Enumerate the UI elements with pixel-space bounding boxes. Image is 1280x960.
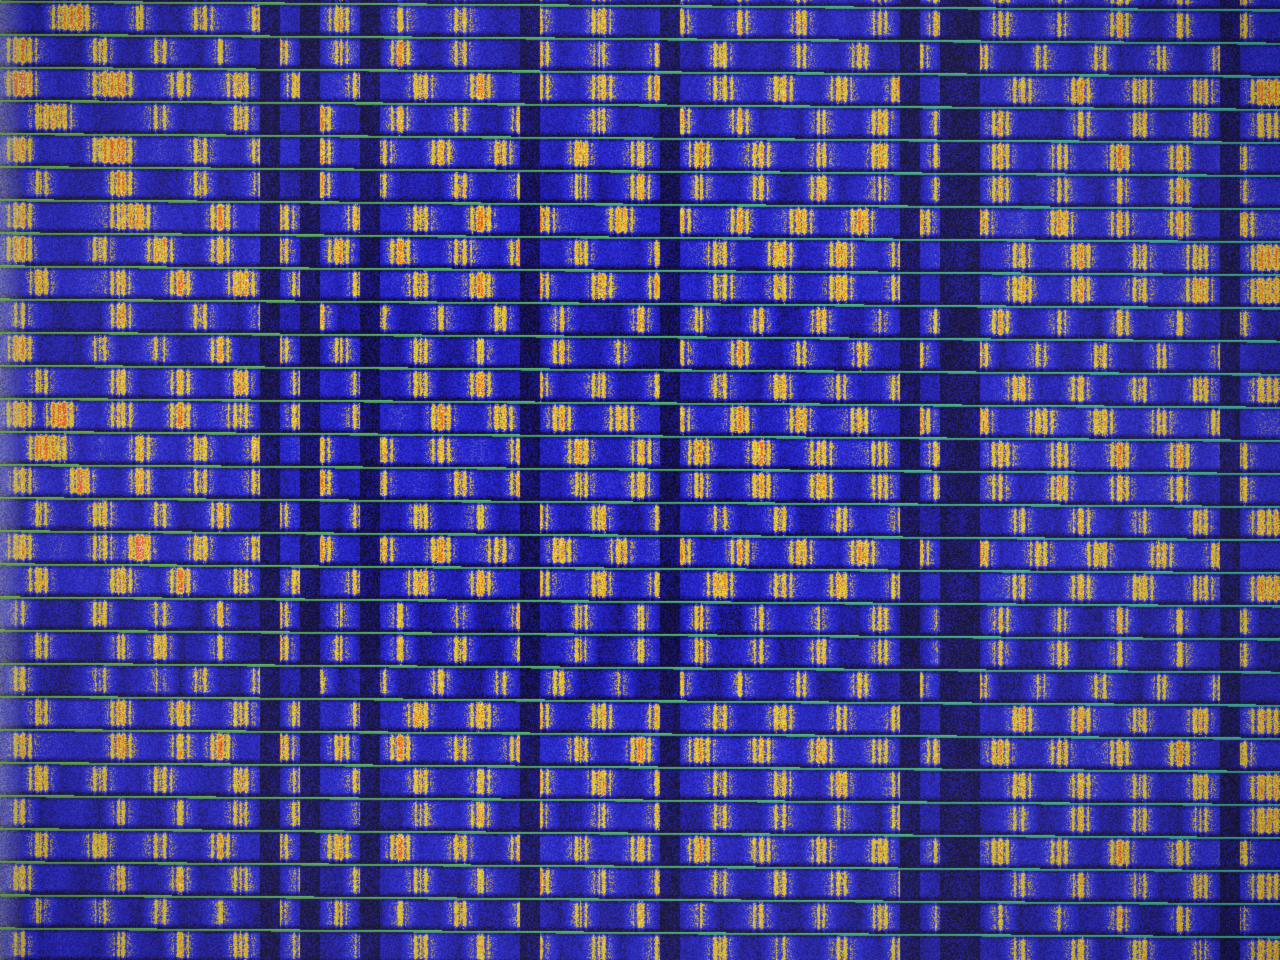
waterfall-canvas — [0, 0, 1280, 960]
spectrogram-display: RF Spectrogram Waterfall — [0, 0, 1280, 960]
